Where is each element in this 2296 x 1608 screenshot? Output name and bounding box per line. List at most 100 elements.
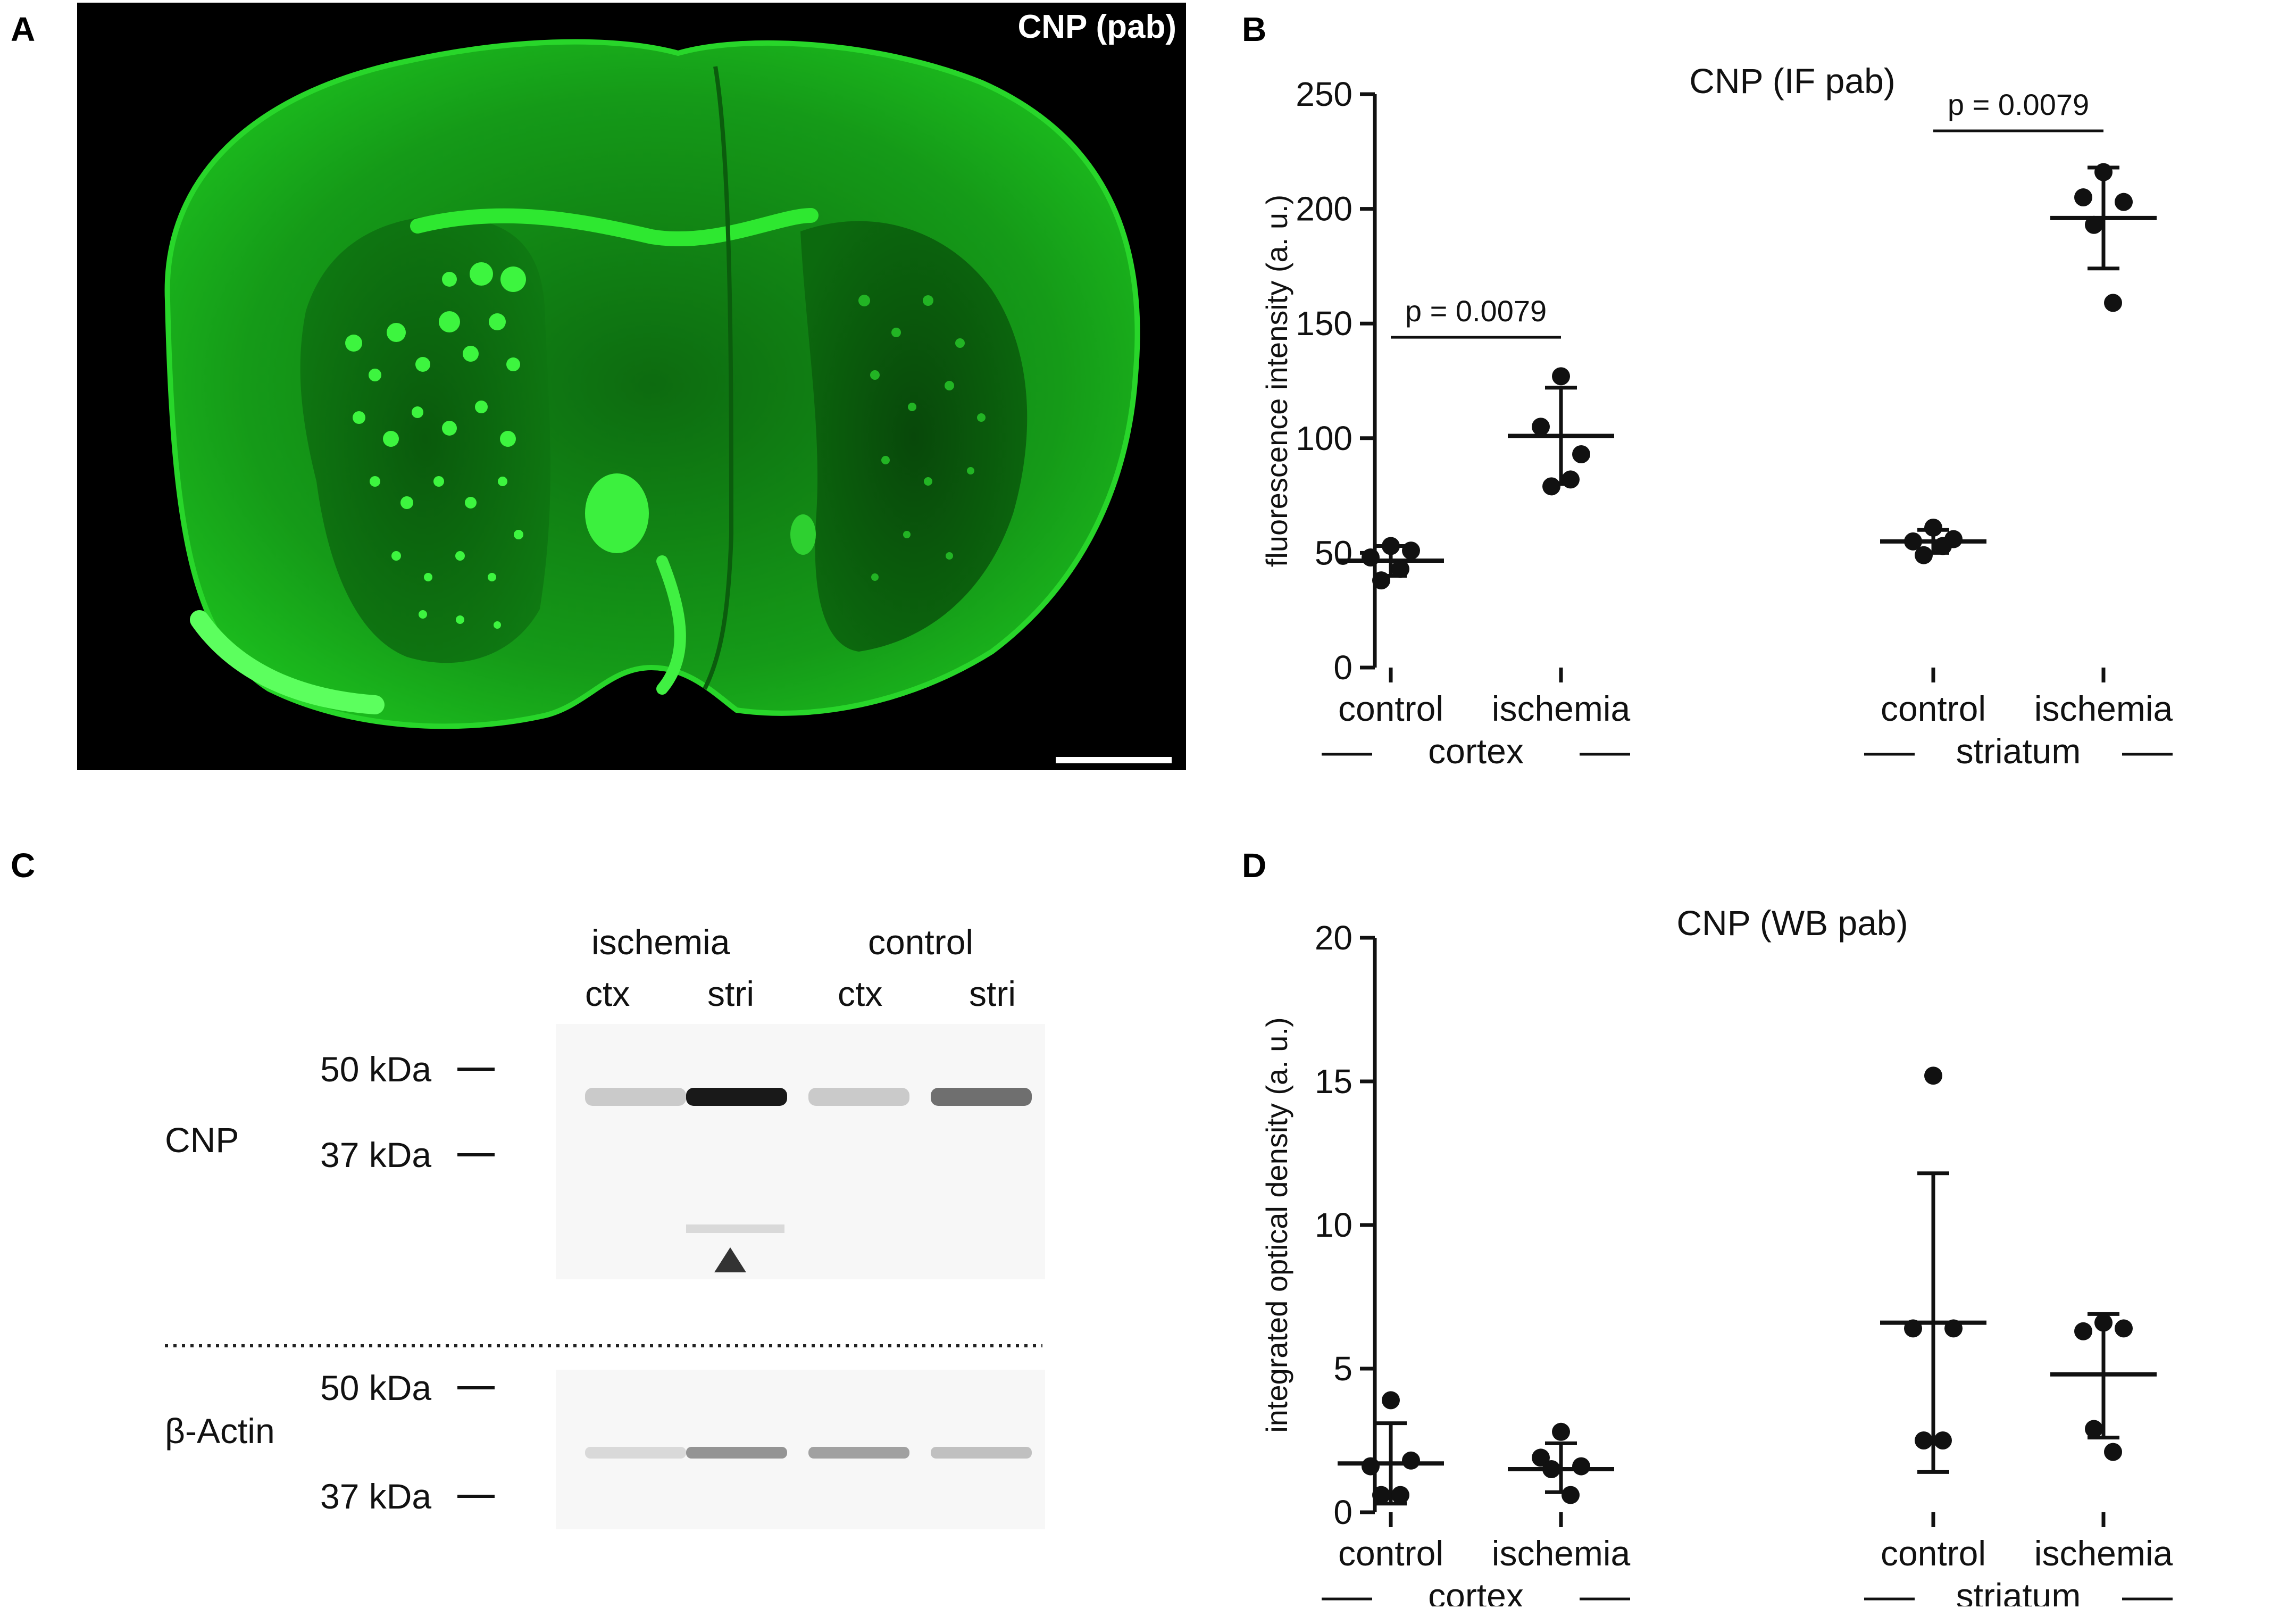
- y-tick-label: 250: [1296, 75, 1352, 113]
- data-point: [1904, 1319, 1922, 1338]
- data-point: [1924, 1067, 1942, 1085]
- data-point: [1552, 1422, 1570, 1441]
- anterior-commissure: [585, 473, 649, 553]
- cnp-marker-50: 50 kDa: [320, 1049, 432, 1089]
- data-point: [1372, 1486, 1390, 1504]
- cnp-blot-image: [556, 1024, 1045, 1279]
- brain-section-micrograph: CNP (pab): [77, 3, 1186, 770]
- arrowhead-icon: [714, 1247, 746, 1272]
- actin-band-lane-3: [808, 1447, 909, 1459]
- data-point: [1562, 1486, 1580, 1504]
- blot-lane-label-1: ctx: [585, 974, 630, 1013]
- brain-section-drawing: [164, 39, 1172, 763]
- data-point: [2115, 1319, 2133, 1338]
- x-group-label: control: [1881, 1534, 1986, 1573]
- data-point: [1402, 1451, 1420, 1470]
- data-point: [1382, 1391, 1400, 1410]
- x-group-label: control: [1338, 689, 1443, 728]
- left-striatum: [300, 215, 550, 663]
- blot-group-label-ischemia: ischemia: [591, 922, 730, 962]
- blot-group-label-control: control: [868, 922, 974, 962]
- actin-band-lane-1: [585, 1447, 686, 1459]
- data-point: [2085, 215, 2103, 234]
- y-axis-label: fluorescence intensity (a. u.): [1260, 195, 1293, 567]
- data-point: [1382, 537, 1400, 555]
- y-tick-label: 150: [1296, 304, 1352, 343]
- x-group-label: ischemia: [1492, 1534, 1631, 1573]
- left-ventral-edge: [190, 610, 385, 714]
- blot-cnp-label: CNP: [165, 1120, 239, 1160]
- region-label: cortex: [1428, 731, 1524, 771]
- x-group-label: control: [1338, 1534, 1443, 1573]
- data-point: [2104, 1443, 2122, 1461]
- data-point: [2085, 1420, 2103, 1438]
- data-point: [1402, 541, 1420, 560]
- y-tick-label: 50: [1315, 534, 1352, 572]
- data-point: [1542, 1460, 1560, 1478]
- cnp-marker-37: 37 kDa: [320, 1135, 432, 1174]
- right-fibre-bundles: [858, 295, 986, 581]
- actin-blot-image: [556, 1370, 1045, 1529]
- chart-d: CNP (WB pab) integrated optical density (…: [1260, 903, 2173, 1606]
- data-point: [1915, 1431, 1933, 1449]
- data-point: [1391, 1486, 1409, 1504]
- midline-structure: [790, 514, 816, 555]
- panel-c-letter: C: [11, 846, 36, 885]
- y-tick-label: 15: [1315, 1062, 1352, 1101]
- chart-b: CNP (IF pab) fluorescence intensity (a. u…: [1260, 61, 2173, 771]
- y-tick-label: 0: [1333, 1493, 1352, 1531]
- data-point: [2074, 188, 2092, 207]
- chart-title: CNP (WB pab): [1676, 903, 1908, 943]
- y-axis-label: integrated optical density (a. u.): [1260, 1017, 1293, 1432]
- data-point: [1362, 1457, 1380, 1476]
- right-striatum: [800, 221, 1028, 652]
- data-point: [2104, 294, 2122, 312]
- actin-band-lane-2: [686, 1447, 787, 1459]
- data-point: [1934, 537, 1952, 555]
- x-group-label: control: [1881, 689, 1986, 728]
- data-point: [1944, 1319, 1963, 1338]
- blot-lane-label-4: stri: [969, 974, 1016, 1013]
- blot-lane-label-3: ctx: [838, 974, 883, 1013]
- cnp-band-lane-2: [686, 1088, 787, 1106]
- data-point: [1562, 470, 1580, 489]
- blot-lane-label-2: stri: [707, 974, 754, 1013]
- actin-marker-37: 37 kDa: [320, 1477, 432, 1516]
- significance-label: p = 0.0079: [1405, 294, 1547, 328]
- panel-a-letter: A: [11, 10, 36, 48]
- x-group-label: ischemia: [1492, 689, 1631, 728]
- x-group-label: ischemia: [2034, 689, 2173, 728]
- data-point: [1924, 518, 1942, 537]
- data-point: [1372, 571, 1390, 590]
- left-fibre-bundles: [345, 262, 526, 629]
- data-point: [1532, 418, 1550, 436]
- cnp-band-lane-1: [585, 1088, 686, 1106]
- actin-marker-50: 50 kDa: [320, 1368, 432, 1407]
- x-group-label: ischemia: [2034, 1534, 2173, 1573]
- cnp-band-lane-3: [808, 1088, 909, 1106]
- data-point: [2094, 163, 2113, 181]
- data-point: [1552, 367, 1570, 386]
- actin-bands: [585, 1447, 1032, 1459]
- cnp-lower-band: [686, 1224, 784, 1233]
- cnp-band-lane-4: [931, 1088, 1032, 1106]
- panel-b-letter: B: [1242, 10, 1267, 48]
- cnp-bands: [585, 1088, 1032, 1106]
- y-tick-label: 0: [1333, 648, 1352, 687]
- left-inner-edge: [656, 555, 686, 695]
- panel-a-title: CNP (pab): [1017, 9, 1176, 45]
- data-point: [1904, 532, 1922, 551]
- data-point: [2115, 193, 2133, 211]
- chart-title: CNP (IF pab): [1689, 61, 1896, 101]
- region-label: striatum: [1956, 731, 2081, 771]
- data-point: [1391, 560, 1409, 578]
- data-point: [1934, 1431, 1952, 1449]
- data-point: [2074, 1322, 2092, 1340]
- y-tick-label: 100: [1296, 419, 1352, 457]
- data-point: [1915, 546, 1933, 564]
- corpus-callosum: [410, 208, 819, 246]
- marker-ticks: [457, 1068, 495, 1498]
- data-point: [1572, 445, 1590, 463]
- y-tick-label: 200: [1296, 190, 1352, 228]
